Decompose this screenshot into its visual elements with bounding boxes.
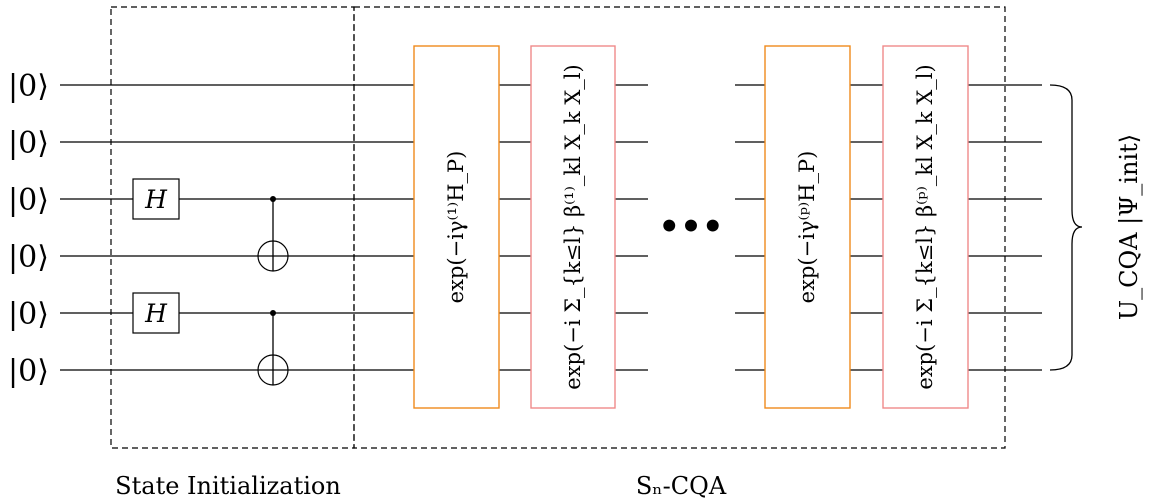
control-dot xyxy=(270,310,276,316)
control-dot xyxy=(270,196,276,202)
mixer-block-1-label: exp(−i Σ_{k≤l} β⁽¹⁾_kl X_k X_l) xyxy=(561,64,585,389)
qubit-ket-1: |0⟩ xyxy=(8,69,49,104)
mixer-block-p-label: exp(−i Σ_{k≤l} β⁽ᵖ⁾_kl X_k X_l) xyxy=(913,64,937,389)
output-brace xyxy=(1049,84,1083,371)
phase-block-1: exp(−iγ⁽¹⁾H_P) xyxy=(413,45,500,409)
output-state-label: U_CQA |Ψ_init⟩ xyxy=(1115,134,1144,320)
cqa-label: Sₙ-CQA xyxy=(636,472,727,500)
ellipsis: ••• xyxy=(658,207,723,247)
qubit-ket-2: |0⟩ xyxy=(8,126,49,161)
qubit-ket-5: |0⟩ xyxy=(8,297,49,332)
hadamard-gate-label: H xyxy=(144,299,168,328)
qubit-ket-6: |0⟩ xyxy=(8,354,49,389)
qubit-ket-3: |0⟩ xyxy=(8,183,49,218)
phase-block-p-label: exp(−iγ⁽ᵖ⁾H_P) xyxy=(795,151,819,304)
phase-block-p: exp(−iγ⁽ᵖ⁾H_P) xyxy=(764,45,851,409)
cqa-box xyxy=(353,6,1006,449)
hadamard-gate-label: H xyxy=(144,185,168,214)
phase-block-1-label: exp(−iγ⁽¹⁾H_P) xyxy=(444,151,468,304)
mixer-block-p: exp(−i Σ_{k≤l} β⁽ᵖ⁾_kl X_k X_l) xyxy=(882,45,969,409)
hadamard-gate-2: H xyxy=(132,292,180,334)
qubit-ket-4: |0⟩ xyxy=(8,240,49,275)
cnot-gate-1 xyxy=(257,196,289,272)
hadamard-gate-1: H xyxy=(132,178,180,220)
state-initialization-box xyxy=(110,6,355,449)
state-initialization-label: State Initialization xyxy=(115,472,341,500)
cnot-gate-2 xyxy=(257,310,289,386)
mixer-block-1: exp(−i Σ_{k≤l} β⁽¹⁾_kl X_k X_l) xyxy=(530,45,616,409)
